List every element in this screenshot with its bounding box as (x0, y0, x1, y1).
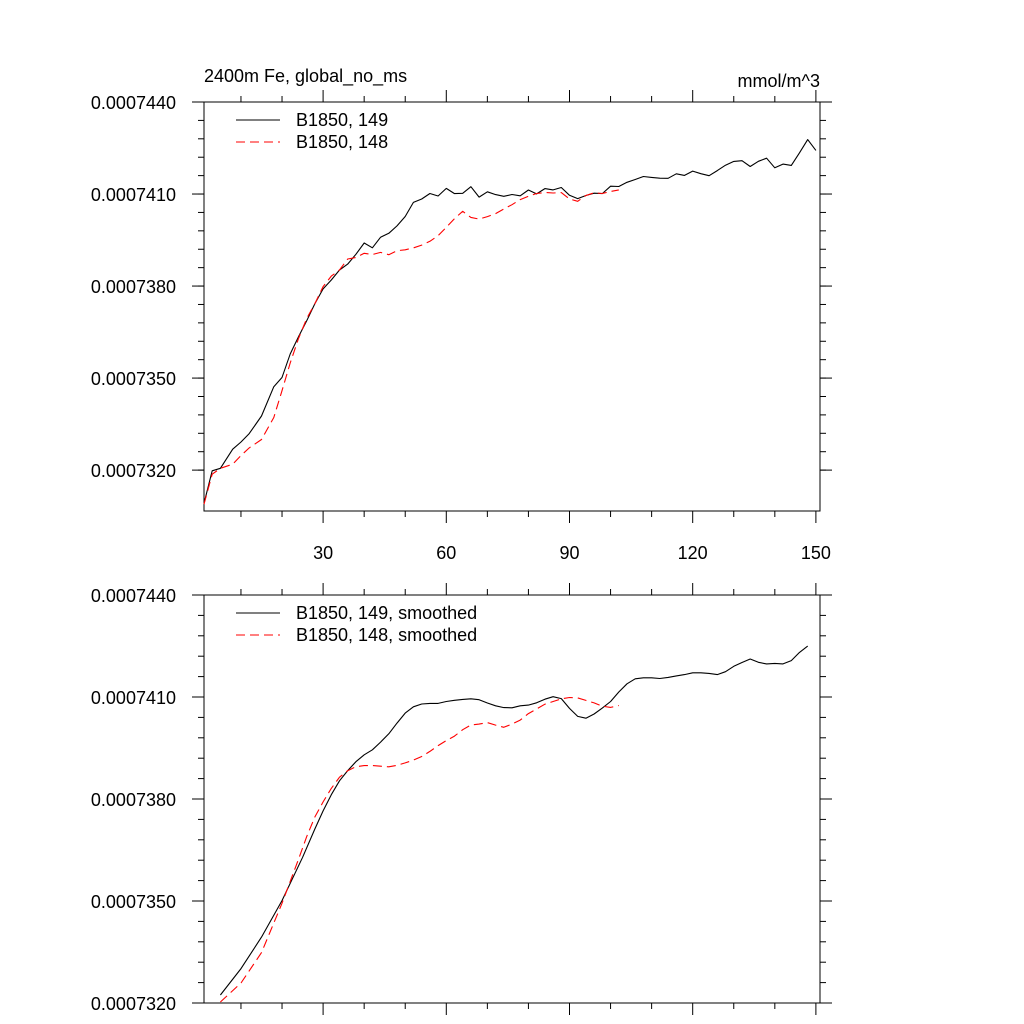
legend-label: B1850, 149, smoothed (296, 603, 477, 623)
bottom-panel: 0.0007320 0.0007350 0.0007380 0.0007410 0.00… (91, 583, 832, 1015)
y-tick-label: 0.0007380 (91, 277, 176, 297)
x-tick-label: 90 (559, 543, 579, 563)
y-tick-label: 0.0007410 (91, 185, 176, 205)
legend-label: B1850, 148 (296, 132, 388, 152)
y-tick-label: 0.0007320 (91, 461, 176, 481)
y-tick-label: 0.0007320 (91, 994, 176, 1014)
x-tick-label: 120 (678, 543, 708, 563)
y-tick-label: 0.0007440 (91, 586, 176, 606)
top-panel: 30 60 90 120 150 0.0007320 0.0007350 0.0007380 0… (91, 66, 832, 563)
series-line-0 (219, 645, 809, 996)
y-tick-label: 0.0007410 (91, 688, 176, 708)
x-tick-label: 30 (313, 543, 333, 563)
series-line-1 (203, 189, 619, 505)
y-tick-label: 0.0007380 (91, 790, 176, 810)
chart-title: 2400m Fe, global_no_ms (204, 66, 407, 87)
plot-frame (203, 594, 821, 1004)
series-line-1 (220, 696, 619, 1003)
y-tick-label: 0.0007350 (91, 892, 176, 912)
x-tick-label: 60 (436, 543, 456, 563)
units-label: mmol/m^3 (738, 71, 820, 91)
x-tick-label: 150 (801, 543, 831, 563)
y-tick-label: 0.0007440 (91, 93, 176, 113)
series-line-0 (203, 139, 817, 504)
y-tick-label: 0.0007350 (91, 369, 176, 389)
legend-label: B1850, 149 (296, 110, 388, 130)
plot-frame (203, 101, 821, 512)
legend-label: B1850, 148, smoothed (296, 625, 477, 645)
